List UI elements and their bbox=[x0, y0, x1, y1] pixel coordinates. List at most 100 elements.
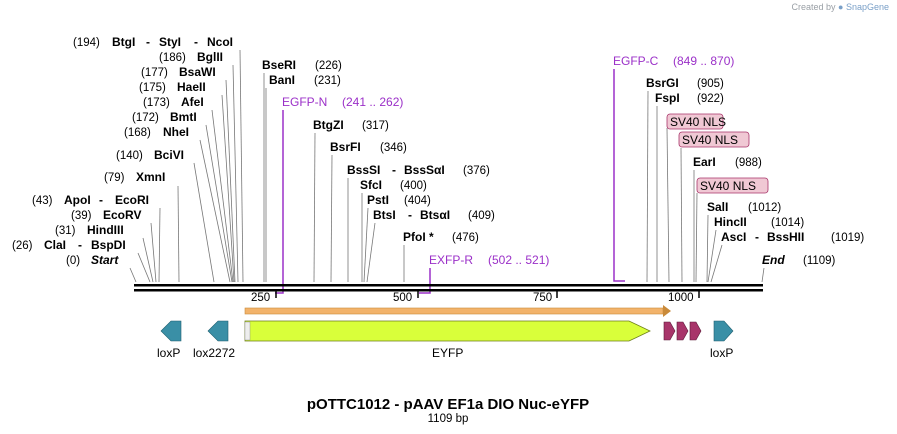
tick-label-500: 500 bbox=[393, 292, 412, 304]
svg-text:-: - bbox=[194, 35, 198, 49]
site-position: (140) bbox=[116, 150, 143, 162]
enzyme-name: BspDI bbox=[91, 238, 126, 252]
svg-text:-: - bbox=[408, 208, 412, 222]
site-pstI[interactable]: PstI (404) bbox=[367, 193, 431, 207]
feature-label: lox2272 bbox=[193, 346, 235, 360]
site-pfoI[interactable]: PfoI * (476) bbox=[403, 230, 479, 244]
enzyme-name: SfcI bbox=[360, 178, 382, 192]
enzyme-name: BanI bbox=[269, 73, 295, 87]
enzyme-name: HincII bbox=[714, 215, 747, 229]
feature-label: SV40 NLS bbox=[670, 115, 726, 129]
site-position: (175) bbox=[139, 82, 166, 94]
site-position: (226) bbox=[315, 60, 342, 72]
enzyme-name: HaeII bbox=[177, 80, 206, 94]
site-apoI-ecoRI[interactable]: (43) ApoI - EcoRI bbox=[32, 193, 149, 207]
nls-label-3[interactable]: SV40 NLS bbox=[696, 177, 769, 194]
feature-label: SV40 NLS bbox=[682, 133, 738, 147]
primer-exfp-r[interactable]: EXFP-R (502 .. 521) bbox=[419, 253, 549, 294]
svg-text:-: - bbox=[392, 163, 396, 177]
site-bsrGI[interactable]: BsrGI (905) bbox=[646, 76, 724, 90]
site-bssSI-bssSalphaI[interactable]: BssSI - BssSαI (376) bbox=[347, 163, 490, 177]
site-fspI[interactable]: FspI (922) bbox=[655, 91, 724, 105]
primer-range: (502 .. 521) bbox=[488, 253, 549, 267]
site-position: (31) bbox=[55, 225, 76, 237]
feature-label: EYFP bbox=[432, 346, 463, 360]
site-position: (1014) bbox=[771, 217, 804, 229]
site-banI[interactable]: BanI (231) bbox=[269, 73, 341, 87]
primer-egfp-c[interactable]: EGFP-C (849 .. 870) bbox=[613, 54, 734, 282]
feature-loxp-right[interactable]: loxP bbox=[710, 320, 734, 360]
enzyme-name: BssHII bbox=[767, 230, 804, 244]
primer-egfp-n[interactable]: EGFP-N (241 .. 262) bbox=[275, 95, 403, 294]
site-haeII[interactable]: (175) HaeII bbox=[139, 80, 206, 94]
site-nheI[interactable]: (168) NheI bbox=[124, 125, 189, 139]
site-position: (168) bbox=[124, 127, 151, 139]
tick-label-750: 750 bbox=[533, 292, 552, 304]
site-position: (476) bbox=[452, 232, 479, 244]
enzyme-name: ApoI bbox=[64, 193, 91, 207]
site-position: (1109) bbox=[803, 255, 836, 267]
site-sfcI[interactable]: SfcI (400) bbox=[360, 178, 427, 192]
site-salI[interactable]: SalI (1012) bbox=[707, 200, 781, 214]
site-bseRI[interactable]: BseRI (226) bbox=[262, 58, 342, 72]
sequence-backbone bbox=[134, 284, 763, 292]
orf-arrow[interactable] bbox=[244, 305, 671, 317]
enzyme-name: FspI bbox=[655, 91, 680, 105]
site-ecoRV[interactable]: (39) EcoRV bbox=[71, 208, 141, 222]
enzyme-name: AscI bbox=[721, 230, 746, 244]
site-bsaWI[interactable]: (177) BsaWI bbox=[141, 65, 216, 79]
feature-eyfp[interactable]: EYFP bbox=[244, 320, 651, 360]
site-leader-lines bbox=[129, 49, 765, 283]
site-bciVI[interactable]: (140) BciVI bbox=[116, 148, 184, 162]
site-bglII[interactable]: (186) BglII bbox=[159, 50, 223, 64]
feature-sv40-nls-3[interactable] bbox=[689, 321, 702, 341]
start-label: Start bbox=[91, 253, 119, 267]
site-afeI[interactable]: (173) AfeI bbox=[143, 95, 204, 109]
site-position: (79) bbox=[104, 172, 125, 184]
site-position: (186) bbox=[159, 52, 186, 64]
site-ascI-bssHII[interactable]: AscI - BssHII (1019) bbox=[721, 230, 864, 244]
enzyme-name: BtsαI bbox=[420, 208, 450, 222]
nls-label-2[interactable]: SV40 NLS bbox=[678, 131, 750, 148]
site-position: (988) bbox=[735, 157, 762, 169]
site-btgZI[interactable]: BtgZI (317) bbox=[313, 118, 389, 132]
site-xmnI[interactable]: (79) XmnI bbox=[104, 170, 165, 184]
site-end: End (1109) bbox=[762, 253, 836, 267]
feature-sv40-nls-2[interactable] bbox=[676, 321, 689, 341]
enzyme-name: BtgZI bbox=[313, 118, 344, 132]
site-bsrFI[interactable]: BsrFI (346) bbox=[330, 140, 407, 154]
site-hindIII[interactable]: (31) HindIII bbox=[55, 223, 124, 237]
primer-name: EGFP-C bbox=[613, 54, 659, 68]
site-bmtI[interactable]: (172) BmtI bbox=[132, 110, 197, 124]
enzyme-name: BsrGI bbox=[646, 76, 679, 90]
feature-lox2272[interactable]: lox2272 bbox=[193, 320, 235, 360]
nls-label-1[interactable]: SV40 NLS bbox=[666, 113, 726, 130]
feature-sv40-nls-1[interactable] bbox=[663, 321, 676, 341]
end-label: End bbox=[762, 253, 785, 267]
site-earI[interactable]: EarI (988) bbox=[693, 155, 762, 169]
map-subtitle: 1109 bp bbox=[428, 413, 469, 425]
enzyme-name: SalI bbox=[707, 200, 728, 214]
enzyme-name: AfeI bbox=[181, 95, 204, 109]
enzyme-name: BssSI bbox=[347, 163, 380, 177]
site-position: (400) bbox=[400, 180, 427, 192]
site-claI-bspDI[interactable]: (26) ClaI - BspDI bbox=[12, 238, 126, 252]
site-position: (231) bbox=[314, 75, 341, 87]
enzyme-name: BciVI bbox=[154, 148, 184, 162]
enzyme-name: BtsI bbox=[373, 208, 396, 222]
credit-prefix: Created by bbox=[791, 2, 836, 12]
site-hincII[interactable]: HincII (1014) bbox=[714, 215, 804, 229]
site-position: (1012) bbox=[748, 202, 781, 214]
site-position: (194) bbox=[73, 37, 100, 49]
svg-text:-: - bbox=[755, 230, 759, 244]
site-position: (177) bbox=[141, 67, 168, 79]
svg-text:-: - bbox=[99, 193, 103, 207]
site-position: (39) bbox=[71, 210, 92, 222]
enzyme-name: HindIII bbox=[87, 223, 124, 237]
primer-name: EGFP-N bbox=[282, 95, 327, 109]
feature-loxp-left[interactable]: loxP bbox=[157, 320, 182, 360]
site-btsI-btsalphaI[interactable]: BtsI - BtsαI (409) bbox=[373, 208, 495, 222]
ruler-ticks: 250 500 750 1000 bbox=[251, 290, 700, 304]
site-btgI-styI-ncoI[interactable]: (194) BtgI - StyI - NcoI bbox=[73, 35, 233, 49]
